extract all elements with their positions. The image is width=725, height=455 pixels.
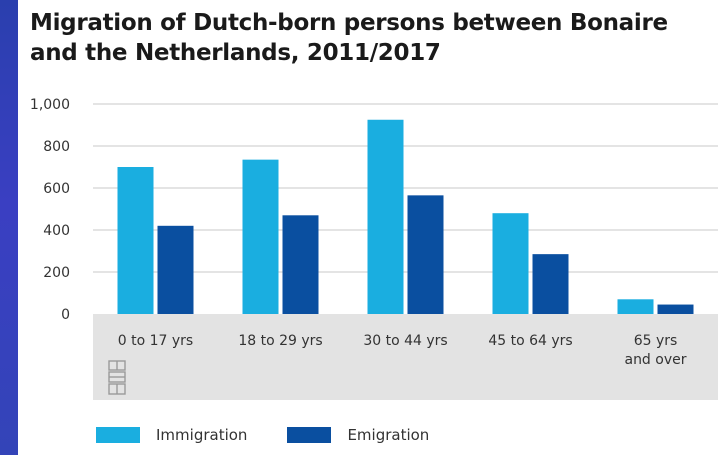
bar-immigration	[242, 159, 279, 314]
legend-label-emigration: Emigration	[347, 426, 430, 444]
y-tick-label: 200	[43, 265, 70, 281]
chart-title: Migration of Dutch-born persons between …	[30, 10, 668, 66]
y-tick-label: 1,000	[30, 97, 70, 113]
cbs-logo-icon	[108, 360, 126, 395]
legend-swatch-immigration	[96, 427, 140, 443]
x-tick-label: 0 to 17 yrs	[118, 333, 193, 349]
legend-swatch-emigration	[287, 427, 332, 443]
chart-legend: Immigration Emigration	[96, 424, 469, 446]
bar-immigration	[492, 213, 529, 314]
bar-emigration	[657, 304, 694, 314]
bar-emigration	[157, 225, 194, 314]
bar-immigration	[617, 299, 654, 314]
category-band	[93, 314, 718, 400]
legend-item-immigration: Immigration	[96, 426, 247, 444]
legend-label-immigration: Immigration	[156, 426, 248, 444]
bar-emigration	[407, 195, 444, 314]
x-tick-label: 30 to 44 yrs	[363, 333, 447, 349]
bar-emigration	[532, 254, 569, 314]
x-tick-label: 65 yrs	[634, 333, 678, 349]
legend-item-emigration: Emigration	[287, 426, 429, 444]
bar-emigration	[282, 215, 319, 314]
y-tick-label: 400	[43, 223, 70, 239]
y-tick-label: 800	[43, 139, 70, 155]
bar-chart: 0 200 400 600 800 1,000 0 to 17 yrs 18 to 29 yr…	[30, 97, 718, 400]
bar-immigration	[117, 167, 154, 314]
y-tick-label: 0	[61, 307, 70, 323]
y-tick-label: 600	[43, 181, 70, 197]
x-tick-label: 45 to 64 yrs	[488, 333, 572, 349]
x-tick-label: and over	[624, 352, 686, 368]
bar-immigration	[367, 119, 404, 314]
chart-card: Migration of Dutch-born persons between …	[18, 0, 725, 455]
x-tick-label: 18 to 29 yrs	[238, 333, 322, 349]
